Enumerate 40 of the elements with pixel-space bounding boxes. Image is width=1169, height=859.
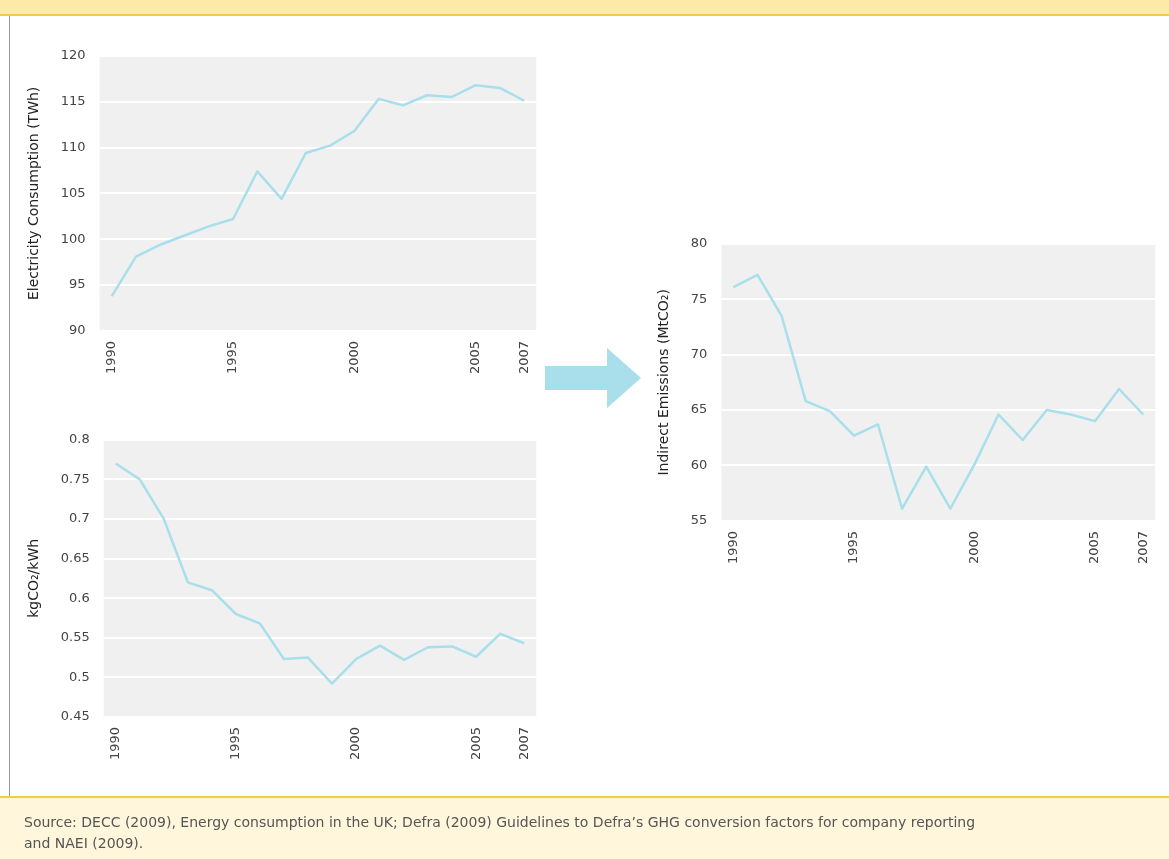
y-tick-label: 105 (60, 184, 86, 200)
x-tick-label: 1990 (103, 340, 119, 375)
x-tick-label: 2005 (467, 340, 483, 375)
x-tick-label: 2000 (965, 530, 981, 565)
x-tick-label: 1995 (845, 530, 861, 565)
y-tick-label: 65 (690, 401, 708, 417)
y-axis-title: Electricity Consumption (TWh) (25, 86, 42, 301)
y-tick-label: 0.8 (69, 431, 90, 447)
y-tick-label: 0.6 (69, 589, 90, 605)
y-axis-title: Indirect Emissions (MtCO₂) (655, 289, 672, 476)
x-tick-label: 2007 (515, 726, 531, 761)
y-tick-label: 0.75 (60, 470, 90, 486)
y-tick-label: 110 (60, 138, 86, 154)
x-tick-label: 1995 (227, 726, 243, 761)
y-tick-label: 0.45 (60, 708, 90, 724)
x-tick-label: 1990 (107, 726, 123, 761)
y-tick-label: 0.7 (69, 510, 90, 526)
y-tick-label: 0.65 (60, 549, 90, 565)
y-tick-label: 90 (69, 322, 86, 338)
y-tick-label: 60 (690, 456, 708, 472)
y-tick-label: 115 (60, 93, 86, 109)
y-tick-label: 100 (60, 230, 86, 246)
y-tick-label: 55 (690, 512, 708, 528)
y-tick-label: 95 (69, 276, 86, 292)
x-tick-label: 2005 (1086, 530, 1102, 565)
x-tick-label: 2007 (1134, 530, 1150, 565)
y-tick-label: 70 (690, 346, 708, 362)
y-tick-label: 80 (690, 235, 708, 251)
x-tick-label: 2005 (467, 726, 483, 761)
y-tick-label: 0.55 (60, 629, 90, 645)
y-tick-label: 0.5 (69, 668, 90, 684)
x-tick-label: 1990 (724, 530, 740, 565)
x-tick-label: 1995 (224, 340, 240, 375)
y-axis-title: kgCO₂/kWh (25, 538, 42, 618)
x-tick-label: 2000 (345, 340, 361, 375)
source-note: Source: DECC (2009), Energy consumption in the UK; Defra (2009) Guidelines to Defra’s GHG conversion factors for company reporting and NAEI (2009). (24, 813, 977, 853)
y-tick-label: 120 (60, 47, 86, 63)
x-tick-label: 2007 (515, 340, 531, 375)
x-tick-label: 2000 (347, 726, 363, 761)
y-tick-label: 75 (690, 290, 708, 306)
